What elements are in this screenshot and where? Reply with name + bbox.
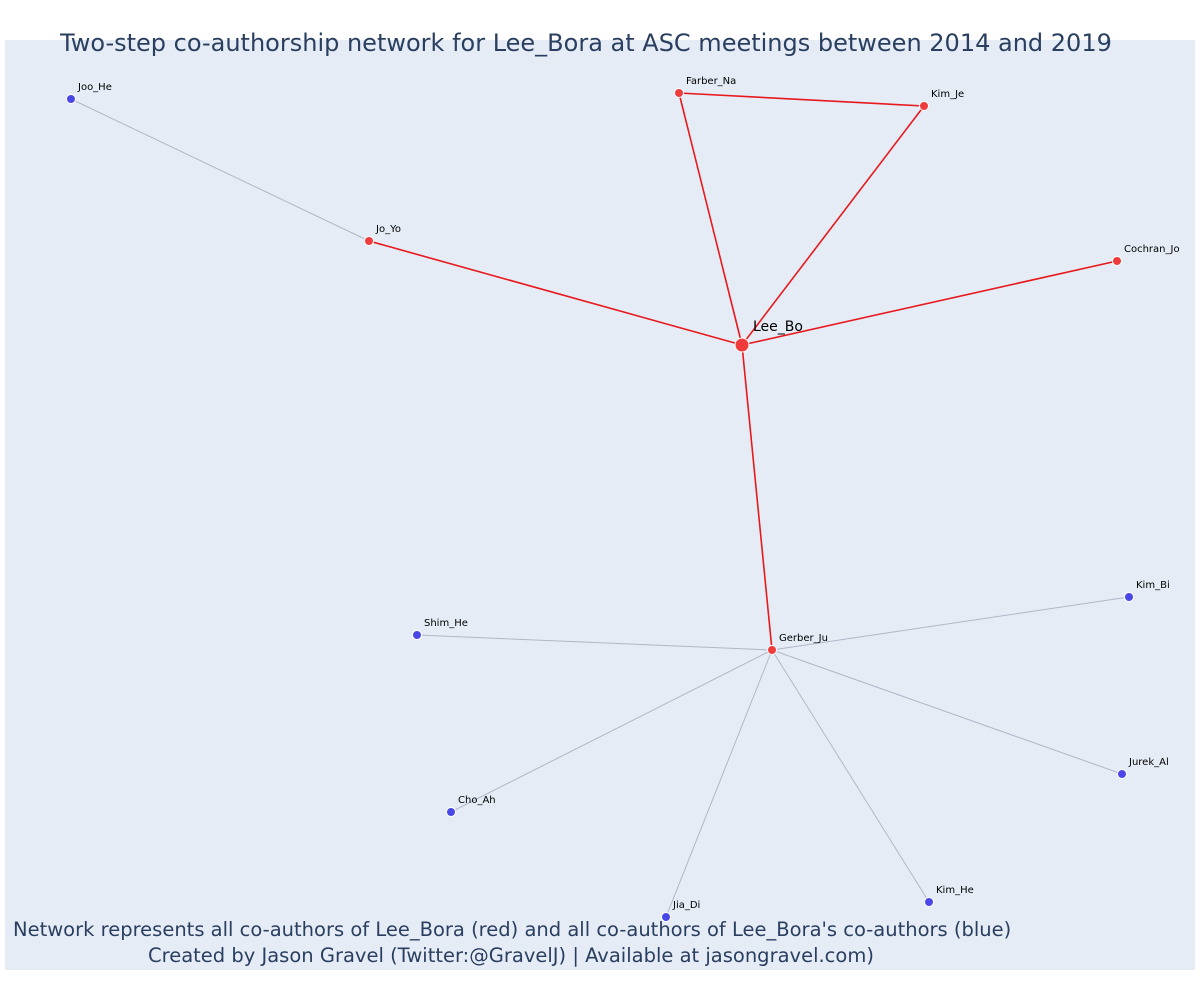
node-label-Jia_Di: Jia_Di <box>672 900 700 911</box>
edge-Farber_Na-Kim_Je <box>678 92 925 107</box>
edge-Gerber_Ju-Jurek_Al <box>771 649 1123 775</box>
node-Cochran_Jo[interactable] <box>1112 256 1122 266</box>
edge-Gerber_Ju-Shim_He <box>416 634 773 651</box>
footer-line-2: Created by Jason Gravel (Twitter:@Gravel… <box>148 944 874 967</box>
node-label-Lee_Bo: Lee_Bo <box>753 319 803 335</box>
node-Cho_Ah[interactable] <box>446 807 456 817</box>
node-label-Joo_He: Joo_He <box>77 82 112 93</box>
node-Jurek_Al[interactable] <box>1117 769 1127 779</box>
node-label-Cochran_Jo: Cochran_Jo <box>1124 244 1180 255</box>
node-label-Kim_He: Kim_He <box>936 885 974 896</box>
edge-Gerber_Ju-Cho_Ah <box>450 649 773 813</box>
edge-Lee_Bo-Cochran_Jo <box>741 260 1118 346</box>
node-Kim_Je[interactable] <box>919 101 929 111</box>
node-Farber_Na[interactable] <box>674 88 684 98</box>
node-label-Kim_Bi: Kim_Bi <box>1136 580 1170 591</box>
node-label-Gerber_Ju: Gerber_Ju <box>779 633 828 644</box>
footer-line-1: Network represents all co-authors of Lee… <box>13 918 1012 941</box>
edge-Lee_Bo-Jo_Yo <box>368 240 743 346</box>
edge-Gerber_Ju-Kim_Bi <box>771 596 1130 651</box>
edge-Jo_Yo-Joo_He <box>70 98 370 242</box>
node-Kim_He[interactable] <box>924 897 934 907</box>
edge-Lee_Bo-Gerber_Ju <box>741 344 773 651</box>
chart-title: Two-step co-authorship network for Lee_B… <box>60 29 1112 57</box>
node-label-Jurek_Al: Jurek_Al <box>1128 757 1169 768</box>
node-Shim_He[interactable] <box>412 630 422 640</box>
edge-Gerber_Ju-Jia_Di <box>665 649 773 918</box>
node-label-Cho_Ah: Cho_Ah <box>458 795 496 806</box>
node-label-Jo_Yo: Jo_Yo <box>375 224 401 235</box>
node-Kim_Bi[interactable] <box>1124 592 1134 602</box>
edge-Lee_Bo-Farber_Na <box>678 92 743 346</box>
node-Jia_Di[interactable] <box>661 912 671 922</box>
node-label-Farber_Na: Farber_Na <box>686 76 736 87</box>
node-Joo_He[interactable] <box>66 94 76 104</box>
edge-Lee_Bo-Kim_Je <box>741 105 925 346</box>
node-Jo_Yo[interactable] <box>364 236 374 246</box>
node-label-Shim_He: Shim_He <box>424 618 468 629</box>
edge-Gerber_Ju-Kim_He <box>771 649 930 903</box>
node-Gerber_Ju[interactable] <box>767 645 777 655</box>
plot-area <box>5 40 1195 970</box>
node-Lee_Bo[interactable] <box>734 337 750 353</box>
node-label-Kim_Je: Kim_Je <box>931 89 964 100</box>
